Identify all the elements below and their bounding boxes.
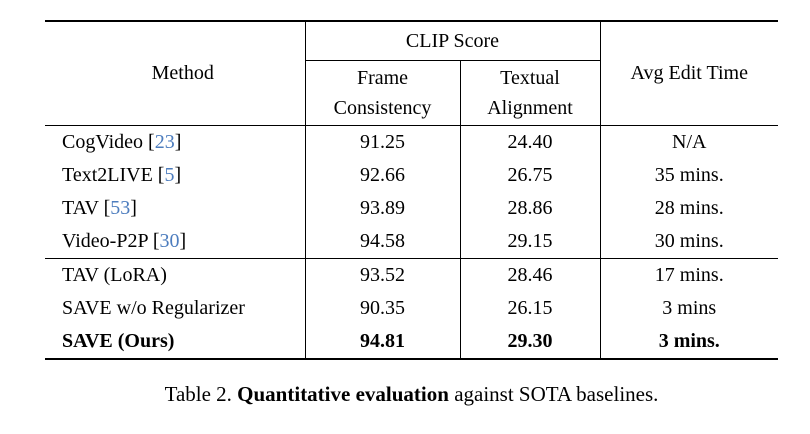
table-row-save-ours: SAVE (Ours) [] 94.81 29.30 3 mins.: [45, 325, 778, 359]
textual-alignment-value: 26.75: [460, 159, 601, 192]
method-name: TAV: [62, 197, 99, 219]
method-cell: TAV [53]: [45, 192, 306, 225]
citation-link[interactable]: 5: [164, 164, 175, 186]
table-row-text2live: Text2LIVE [5] 92.66 26.75 35 mins.: [45, 159, 778, 192]
textual-alignment-value: 28.46: [460, 258, 601, 292]
textual-alignment-value: 29.15: [460, 225, 601, 259]
frame-consistency-value: 93.52: [305, 258, 461, 292]
method-name: Text2LIVE: [62, 164, 153, 186]
frame-consistency-value: 93.89: [305, 192, 461, 225]
col-header-frame-consistency: Frame Consistency: [305, 60, 461, 126]
col-header-avg-edit-time: Avg Edit Time: [599, 21, 778, 126]
method-cell: CogVideo [23]: [45, 125, 306, 159]
method-name: SAVE (Ours): [62, 330, 175, 352]
col-header-method: Method: [45, 21, 306, 126]
method-name: CogVideo: [62, 131, 144, 153]
avg-edit-time-value: 3 mins: [662, 297, 717, 319]
header-row-top: Method CLIP Score Avg Edit Time: [45, 21, 778, 126]
col-header-clip-score: CLIP Score: [304, 21, 601, 61]
table-row-save-wo-regularizer: SAVE w/o Regularizer [] 90.35 26.15 3 mi…: [45, 292, 778, 325]
avg-edit-time-value: 17 mins.: [600, 258, 778, 292]
citation-link[interactable]: 30: [159, 230, 180, 252]
citation: [5]: [152, 164, 182, 186]
citation: [23]: [143, 131, 182, 153]
table-row-tav: TAV [53] 93.89 28.86 28 mins.: [45, 192, 778, 225]
avg-edit-time-value: 28 mins.: [654, 197, 724, 219]
method-cell: Video-P2P [30]: [45, 225, 306, 259]
textual-alignment-value: 29.30: [460, 325, 601, 359]
method-name: TAV (LoRA): [62, 264, 167, 286]
method-cell: TAV (LoRA) []: [45, 258, 306, 292]
citation-link[interactable]: 23: [154, 131, 175, 153]
method-cell: Text2LIVE [5]: [45, 159, 306, 192]
caption-label: Table 2.: [164, 382, 232, 406]
caption-bold-phrase: Quantitative evaluation: [237, 382, 449, 406]
method-name: SAVE w/o Regularizer: [62, 297, 245, 319]
header-row-sub: Frame Consistency Textual Alignment: [45, 60, 778, 126]
ours-group: TAV (LoRA) [] 93.52 28.46 17 mins. SAVE …: [45, 258, 778, 359]
textual-alignment-value: 28.86: [460, 192, 601, 225]
method-name: Video-P2P: [62, 230, 148, 252]
textual-alignment-value: 24.40: [460, 125, 601, 159]
method-cell: SAVE w/o Regularizer []: [45, 292, 306, 325]
citation-link[interactable]: 53: [110, 197, 131, 219]
method-cell: SAVE (Ours) []: [45, 325, 306, 359]
table-caption: Table 2. Quantitative evaluation against…: [45, 380, 778, 408]
table-container: Method CLIP Score Avg Edit Time Frame Co…: [45, 20, 778, 360]
frame-consistency-value: 91.25: [305, 125, 461, 159]
table-row-cogvideo: CogVideo [23] 91.25 24.40 N/A: [45, 125, 778, 159]
results-table: Method CLIP Score Avg Edit Time Frame Co…: [45, 20, 778, 360]
avg-edit-time-value: 30 mins.: [654, 230, 724, 252]
citation: [30]: [147, 230, 187, 252]
col-header-textual-alignment: Textual Alignment: [487, 67, 573, 119]
avg-edit-time-value: N/A: [600, 125, 778, 159]
frame-consistency-value: 94.58: [305, 225, 461, 259]
frame-consistency-value: 92.66: [305, 159, 461, 192]
frame-consistency-value: 94.81: [305, 325, 461, 359]
caption-rest: against SOTA baselines.: [448, 382, 659, 406]
frame-consistency-value: 90.35: [305, 292, 461, 325]
table-row-tav-lora: TAV (LoRA) [] 93.52 28.46 17 mins.: [45, 258, 778, 292]
citation: [53]: [98, 197, 137, 219]
avg-edit-time-value: 35 mins.: [654, 164, 724, 186]
table-row-video-p2p: Video-P2P [30] 94.58 29.15 30 mins.: [45, 225, 778, 259]
avg-edit-time-value: 3 mins.: [658, 330, 720, 352]
textual-alignment-value: 26.15: [460, 292, 601, 325]
baselines-group: CogVideo [23] 91.25 24.40 N/A Text2LIVE …: [45, 125, 778, 259]
